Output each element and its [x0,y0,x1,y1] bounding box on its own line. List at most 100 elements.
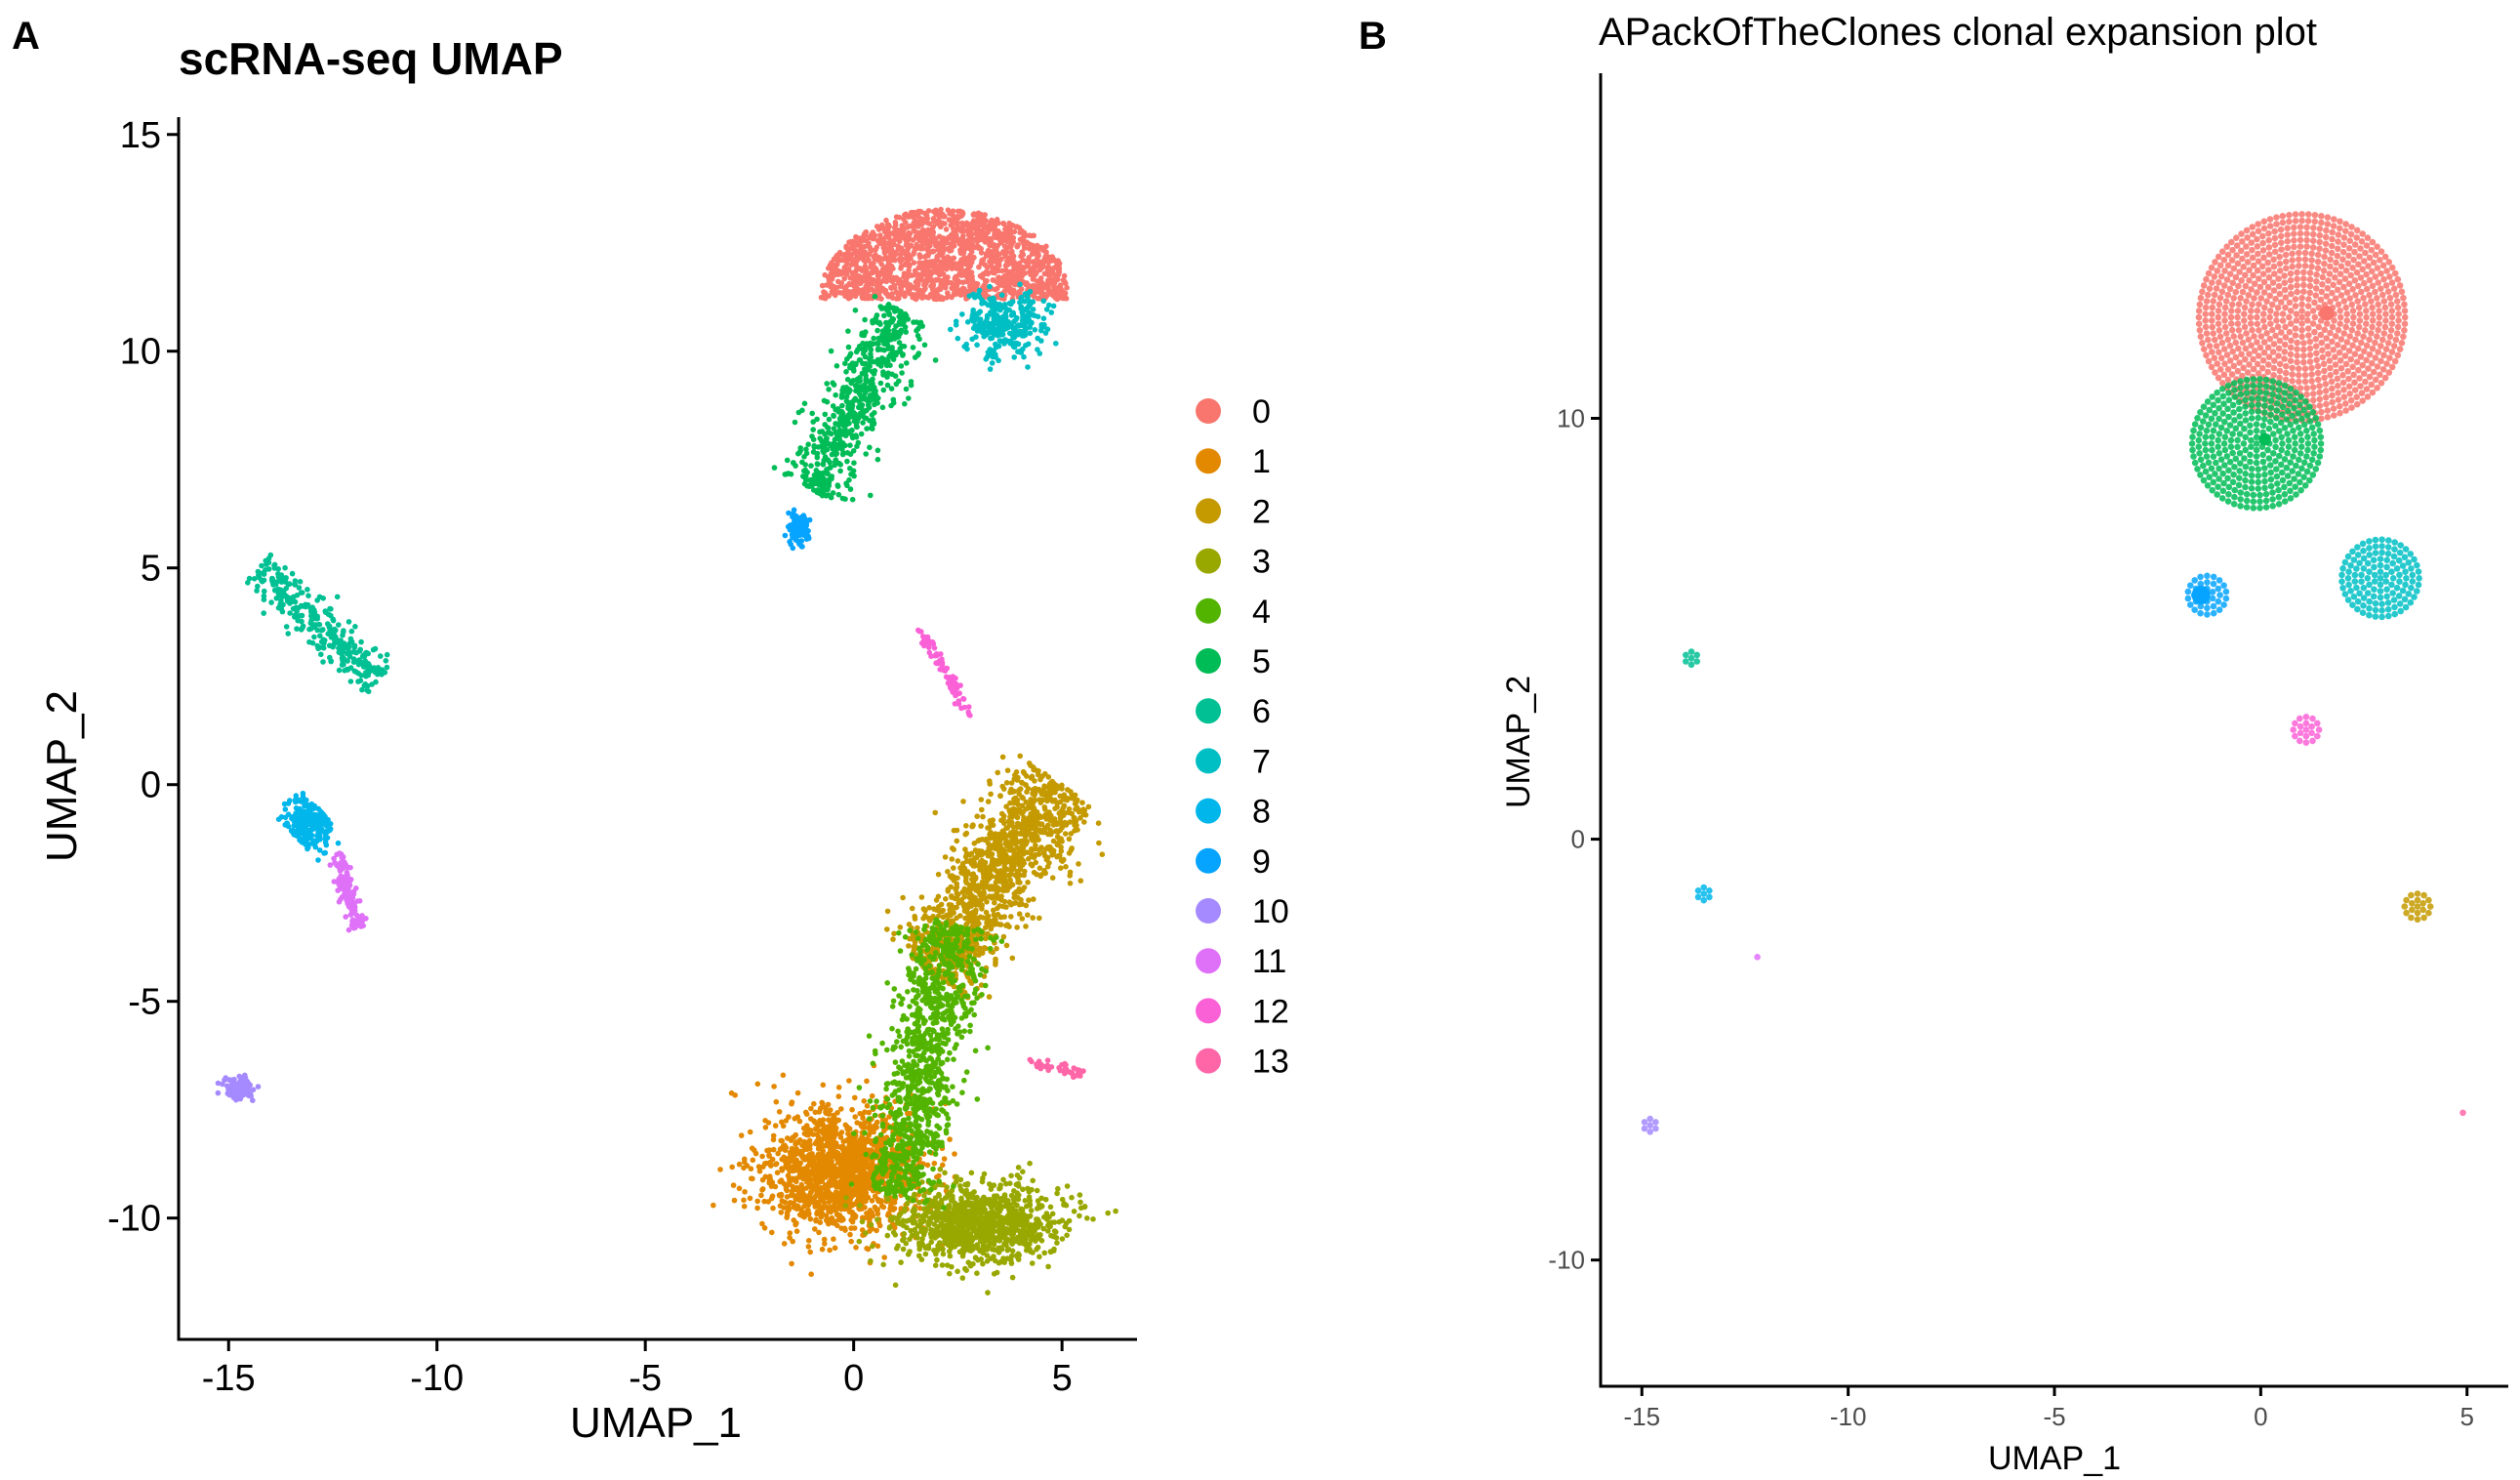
umap-point [1014,925,1020,930]
umap-point [844,1162,851,1169]
umap-point [759,1153,765,1160]
umap-point [1017,275,1024,282]
umap-point [873,1125,878,1131]
umap-point [929,283,936,289]
umap-point [861,257,867,264]
umap-point [982,859,989,866]
umap-point [1036,1254,1042,1260]
umap-point [987,894,993,900]
umap-point [838,1184,845,1191]
umap-point [867,1126,873,1132]
umap-point [940,914,947,921]
umap-point [884,926,890,932]
umap-point [925,273,931,280]
umap-point [820,1154,826,1160]
umap-point [796,1137,803,1143]
umap-point [943,896,949,902]
umap-point [838,251,844,258]
umap-point [826,1170,833,1175]
umap-point [969,226,975,232]
umap-point [830,1116,836,1122]
umap-point [1012,795,1018,802]
umap-point [853,1142,860,1149]
umap-point [912,916,918,922]
umap-point [1002,227,1009,234]
umap-point [1051,780,1057,787]
umap-point [769,1193,776,1199]
umap-point [803,1139,810,1146]
umap-point [886,1224,893,1230]
umap-point [849,1170,856,1175]
umap-point [922,237,929,243]
umap-point [1005,262,1011,267]
umap-point [844,261,850,267]
umap-point [946,217,953,223]
umap-point [789,1260,794,1267]
umap-point [916,237,922,243]
umap-point [741,1197,747,1204]
umap-point [837,1203,843,1209]
umap-point [1009,832,1016,839]
umap-point [1015,868,1021,875]
umap-point [883,217,889,224]
umap-point [811,1100,817,1107]
umap-point [1032,797,1038,803]
umap-point [817,1174,824,1180]
umap-point [918,272,925,279]
umap-point [1002,841,1009,846]
umap-point [951,875,956,882]
umap-point [874,1119,880,1126]
umap-point [942,854,949,860]
umap-point [955,208,961,215]
umap-point [803,1202,809,1208]
umap-point [977,945,983,952]
umap-point [992,253,998,260]
umap-point [1008,1172,1014,1179]
umap-point [833,264,838,269]
umap-point [770,1136,777,1143]
umap-point [1004,922,1011,927]
umap-point [742,1189,748,1195]
umap-point [1058,819,1064,826]
umap-point [887,264,893,269]
umap-point [1036,865,1043,871]
umap-point [1067,881,1074,886]
umap-point [1025,805,1032,811]
umap-point [852,250,859,257]
umap-point [962,831,968,838]
umap-point [1052,805,1058,811]
umap-point [1041,785,1047,791]
umap-point [819,1246,826,1253]
umap-point [1030,915,1036,921]
umap-point [852,1094,858,1101]
umap-point [793,1221,798,1228]
umap-point [1041,284,1047,291]
umap-point [956,1183,963,1189]
umap-point [817,1219,824,1225]
umap-point [816,1134,822,1140]
umap-point [820,1082,827,1089]
umap-point [922,1251,929,1257]
umap-point [1022,258,1029,265]
umap-point [851,275,857,281]
umap-point [895,243,901,250]
umap-point [1011,900,1018,906]
umap-point [942,1240,948,1247]
umap-point [852,1136,858,1142]
umap-point [974,230,981,237]
umap-point [1066,805,1073,812]
umap-point [1013,769,1020,775]
umap-point [965,266,972,271]
umap-point [840,1167,847,1172]
umap-point [803,1175,810,1182]
umap-point [932,277,939,283]
umap-point [918,894,925,900]
umap-point [1039,773,1045,779]
umap-point [1016,888,1023,895]
umap-point [1077,1192,1083,1198]
umap-point [830,1219,836,1226]
umap-point [1032,294,1037,300]
umap-point [841,275,847,282]
umap-point [1035,242,1040,249]
umap-point [924,247,931,253]
